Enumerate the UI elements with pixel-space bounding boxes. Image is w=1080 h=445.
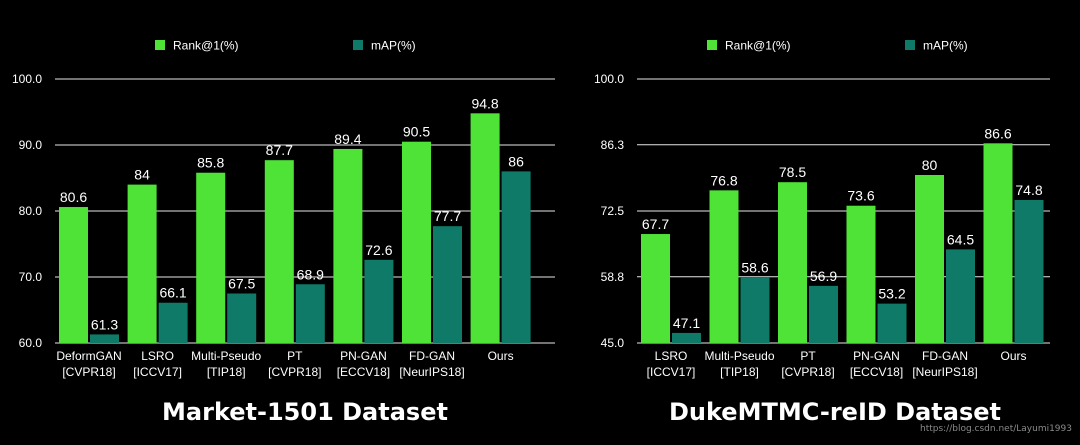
data-label-map: 67.5 <box>228 276 255 292</box>
category-label: PT <box>287 349 303 363</box>
bar-map <box>433 226 462 343</box>
category-label: FD-GAN <box>409 349 455 363</box>
data-label-map: 53.2 <box>878 286 905 302</box>
data-label-map: 64.5 <box>947 231 974 247</box>
data-label-map: 47.1 <box>673 315 700 331</box>
data-label-rank1: 80.6 <box>60 189 87 205</box>
legend-swatch <box>707 40 717 50</box>
data-label-map: 72.6 <box>365 242 392 258</box>
category-label: PT <box>800 349 816 363</box>
category-label: [ECCV18] <box>337 365 390 379</box>
category-label: [CVPR18] <box>62 365 115 379</box>
y-tick-label: 80.0 <box>19 204 43 218</box>
legend-label: mAP(%) <box>923 39 968 53</box>
bar-rank1 <box>470 113 500 343</box>
bar-map <box>364 259 394 343</box>
bar-rank1 <box>402 141 431 343</box>
legend-swatch <box>155 40 165 50</box>
data-label-map: 86 <box>508 153 524 169</box>
category-label: [ICCV17] <box>133 365 182 379</box>
data-label-map: 77.7 <box>434 208 461 224</box>
y-tick-label: 100.0 <box>12 72 42 86</box>
category-label: [CVPR18] <box>781 365 834 379</box>
category-label: [ICCV17] <box>647 365 696 379</box>
data-label-rank1: 76.8 <box>710 172 737 188</box>
data-label-map: 61.3 <box>91 316 118 332</box>
y-tick-label: 70.0 <box>19 270 43 284</box>
y-tick-label: 60.0 <box>19 336 43 350</box>
bar-rank1 <box>641 234 670 343</box>
category-label: PN-GAN <box>340 349 387 363</box>
category-label: Multi-Pseudo <box>704 349 774 363</box>
bar-rank1 <box>983 143 1013 343</box>
category-label: [NeurIPS18] <box>399 365 464 379</box>
bar-rank1 <box>709 190 739 343</box>
y-tick-label: 45.0 <box>601 336 625 350</box>
data-label-rank1: 73.6 <box>847 188 874 204</box>
bar-map <box>740 277 770 343</box>
y-tick-label: 90.0 <box>19 138 43 152</box>
category-label: [TIP18] <box>720 365 759 379</box>
data-label-rank1: 85.8 <box>197 155 224 171</box>
y-tick-label: 58.8 <box>601 270 625 284</box>
legend-swatch <box>353 40 363 50</box>
chart-title-market1501: Market-1501 Dataset <box>162 398 448 426</box>
bar-map <box>946 249 975 343</box>
bar-rank1 <box>333 148 363 343</box>
legend-label: Rank@1(%) <box>173 39 239 53</box>
bar-rank1 <box>846 205 876 343</box>
bar-map <box>1014 199 1044 343</box>
watermark-text: https://blog.csdn.net/Layumi1993 <box>919 424 1072 434</box>
data-label-rank1: 86.6 <box>984 125 1011 141</box>
bar-rank1 <box>127 184 157 343</box>
bar-rank1 <box>264 160 294 343</box>
bar-map <box>877 303 907 343</box>
data-label-map: 66.1 <box>159 285 186 301</box>
legend-label: Rank@1(%) <box>725 39 791 53</box>
bar-rank1 <box>915 175 944 343</box>
category-label: Multi-Pseudo <box>191 349 261 363</box>
data-label-map: 74.8 <box>1015 182 1042 198</box>
category-label: LSRO <box>141 349 174 363</box>
category-label: Ours <box>488 349 514 363</box>
category-label: FD-GAN <box>922 349 968 363</box>
category-label: [CVPR18] <box>268 365 321 379</box>
data-label-map: 58.6 <box>741 260 768 276</box>
bar-rank1 <box>778 182 807 343</box>
y-tick-label: 72.5 <box>601 204 625 218</box>
data-label-rank1: 90.5 <box>403 124 430 140</box>
data-label-rank1: 67.7 <box>642 216 669 232</box>
legend-label: mAP(%) <box>371 39 416 53</box>
category-label: [NeurIPS18] <box>912 365 977 379</box>
category-label: LSRO <box>655 349 688 363</box>
chart-title-dukemtmc: DukeMTMC-reID Dataset <box>668 398 1001 426</box>
category-label: Ours <box>1000 349 1026 363</box>
bar-map <box>295 284 325 343</box>
data-label-rank1: 78.5 <box>779 164 806 180</box>
category-label: DeformGAN <box>56 349 121 363</box>
data-label-rank1: 89.4 <box>334 131 361 147</box>
bar-map <box>90 334 119 343</box>
bar-map <box>227 293 257 343</box>
category-label: [TIP18] <box>207 365 246 379</box>
bar-map <box>672 332 701 343</box>
bar-map <box>501 171 531 343</box>
bar-map <box>809 285 838 343</box>
bar-rank1 <box>196 172 226 343</box>
bar-rank1 <box>59 207 88 343</box>
bar-map <box>158 302 188 343</box>
category-label: PN-GAN <box>853 349 900 363</box>
data-label-rank1: 80 <box>922 157 938 173</box>
category-label: [ECCV18] <box>850 365 903 379</box>
data-label-map: 68.9 <box>297 266 324 282</box>
legend-swatch <box>905 40 915 50</box>
data-label-rank1: 87.7 <box>266 142 293 158</box>
data-label-rank1: 94.8 <box>471 95 498 111</box>
data-label-rank1: 84 <box>134 167 150 183</box>
data-label-map: 56.9 <box>810 268 837 284</box>
y-tick-label: 100.0 <box>594 72 624 86</box>
y-tick-label: 86.3 <box>601 138 625 152</box>
